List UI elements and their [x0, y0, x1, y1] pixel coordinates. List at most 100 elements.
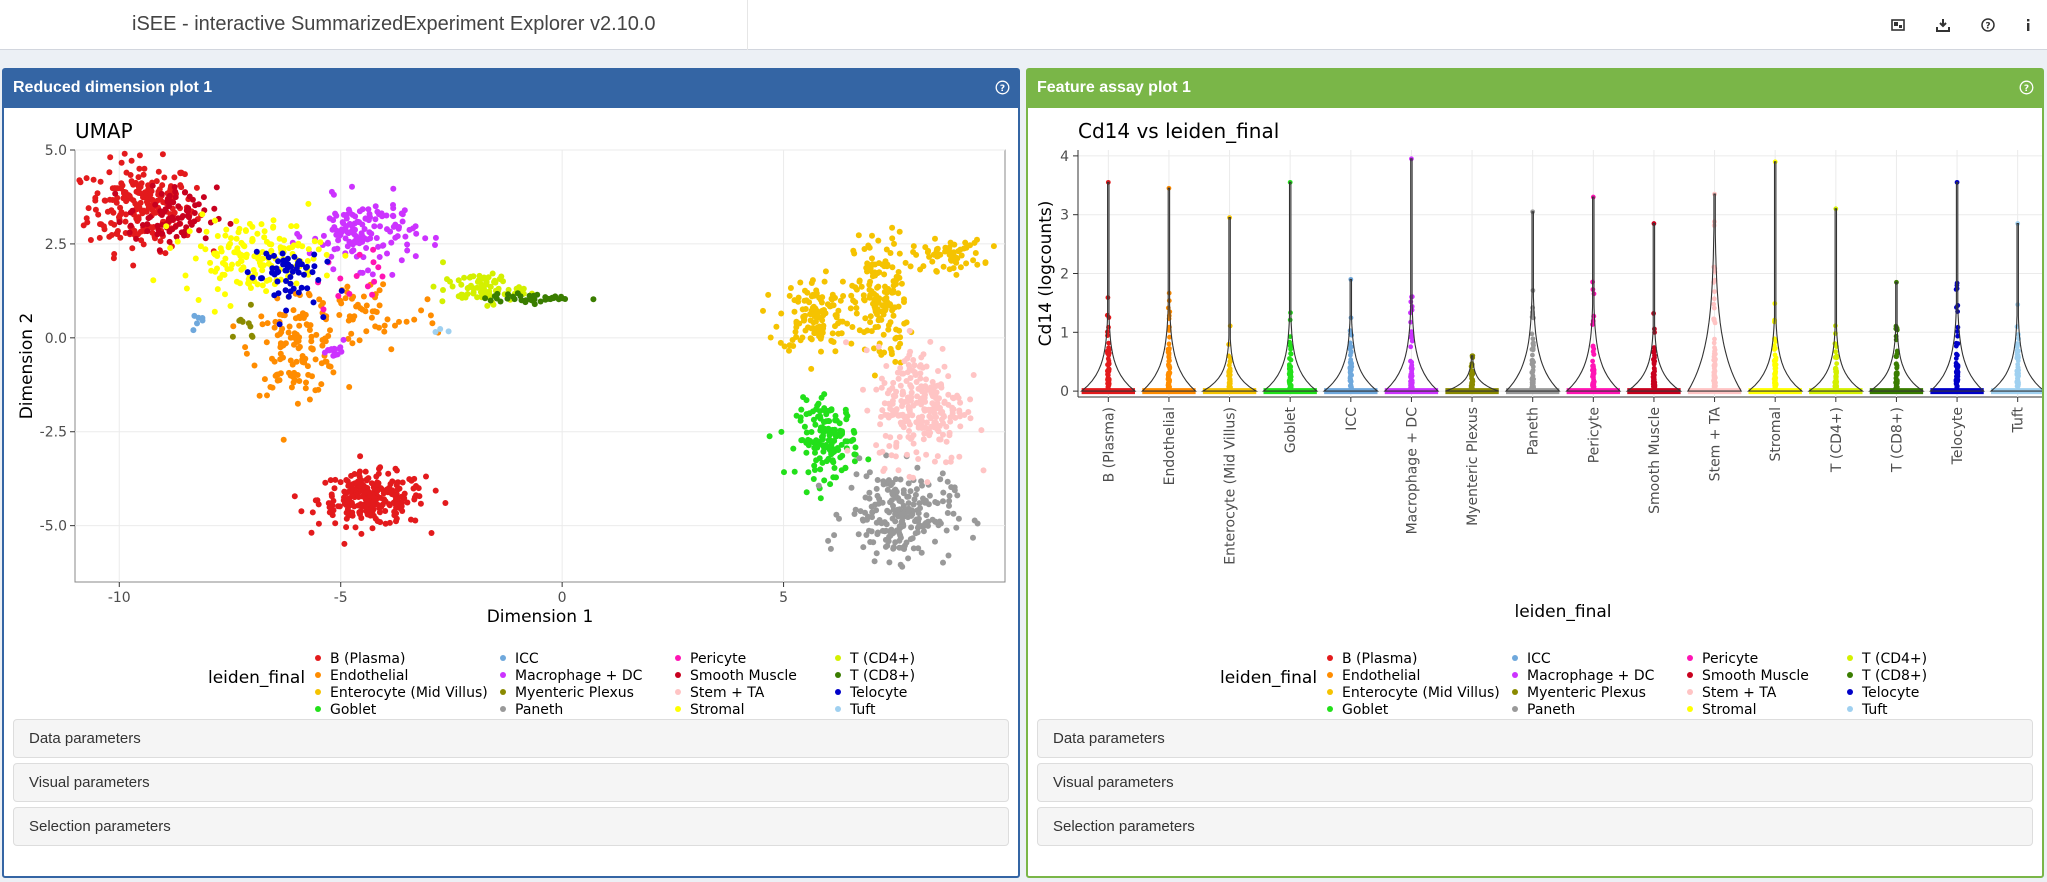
- scatter-point: [370, 259, 377, 266]
- violin-point: [1953, 363, 1959, 369]
- info-button[interactable]: [2005, 0, 2047, 50]
- question-circle-icon[interactable]: ?: [2019, 80, 2034, 95]
- scatter-point: [848, 292, 855, 299]
- legend-label: ICC: [515, 651, 539, 667]
- x-tick-label: Myenteric Plexus: [1465, 407, 1481, 526]
- scatter-point: [810, 416, 817, 423]
- violin-point: [1955, 333, 1960, 339]
- scatter-point: [130, 262, 137, 269]
- scatter-point: [825, 537, 832, 544]
- scatter-point: [355, 235, 362, 242]
- scatter-point: [516, 284, 522, 291]
- scatter-point: [970, 534, 976, 541]
- legend-label: Enterocyte (Mid Villus): [1342, 685, 1500, 701]
- scatter-point: [828, 338, 835, 345]
- legend-key-8: [675, 655, 681, 661]
- scatter-point: [264, 320, 271, 327]
- scatter-point: [423, 473, 429, 480]
- scatter-point: [945, 552, 952, 559]
- scatter-point: [953, 271, 960, 278]
- legend-title: leiden_final: [1220, 668, 1317, 688]
- scatter-point: [116, 214, 122, 221]
- scatter-point: [897, 476, 904, 483]
- scatter-point: [955, 515, 962, 522]
- scatter-point: [202, 235, 209, 242]
- legend-label: Paneth: [515, 702, 563, 718]
- violin-point: [1591, 379, 1596, 385]
- scatter-point: [372, 203, 379, 210]
- violin-shape: [1504, 211, 1561, 392]
- umap-plot[interactable]: -10 -5 0 5 5.0 2.5 0.0 -2.5 -5.0 UMAP Dimension 1 D…: [4, 108, 1018, 780]
- data-parameters-accordion[interactable]: Data parameters: [13, 719, 1009, 758]
- x-axis-title: Dimension 1: [487, 607, 594, 627]
- scatter-point: [817, 424, 824, 431]
- violin-point: [1166, 371, 1171, 377]
- scatter-point: [820, 448, 827, 455]
- scatter-point: [263, 277, 270, 284]
- legend-label: Macrophage + DC: [515, 668, 643, 684]
- scatter-point: [947, 418, 954, 425]
- scatter-point: [394, 486, 401, 493]
- scatter-point: [404, 247, 411, 254]
- scatter-point: [933, 268, 940, 274]
- scatter-point: [853, 310, 860, 317]
- x-tick-label: 0: [558, 590, 567, 606]
- scatter-point: [934, 382, 941, 389]
- scatter-point: [836, 420, 843, 427]
- scatter-point: [356, 337, 363, 344]
- help-tour-button[interactable]: ?: [1965, 0, 2010, 50]
- scatter-point: [289, 268, 296, 275]
- scatter-point: [304, 285, 311, 292]
- scatter-point: [295, 289, 302, 296]
- scatter-point: [941, 363, 948, 370]
- legend-key-14: [1847, 689, 1853, 695]
- scatter-point: [946, 492, 953, 499]
- scatter-point: [839, 429, 845, 436]
- scatter-point: [219, 260, 226, 266]
- visual-parameters-accordion[interactable]: Visual parameters: [1037, 763, 2033, 802]
- download-button[interactable]: [1920, 0, 1965, 50]
- visual-parameters-accordion[interactable]: Visual parameters: [13, 763, 1009, 802]
- scatter-point: [486, 288, 493, 295]
- scatter-point: [962, 239, 969, 246]
- scatter-point: [807, 317, 814, 324]
- scatter-point: [110, 209, 117, 216]
- legend-key-2: [1327, 689, 1333, 695]
- scatter-point: [346, 220, 353, 227]
- scatter-point: [484, 302, 491, 309]
- scatter-point: [937, 409, 944, 416]
- scatter-point: [903, 319, 910, 326]
- scatter-point: [343, 515, 350, 522]
- scatter-point: [956, 453, 963, 460]
- scatter-point: [382, 508, 389, 514]
- data-parameters-accordion[interactable]: Data parameters: [1037, 719, 2033, 758]
- violin-shape: [1262, 181, 1319, 392]
- selection-parameters-accordion[interactable]: Selection parameters: [13, 807, 1009, 846]
- violin-point: [1650, 378, 1656, 384]
- scatter-point: [357, 511, 363, 518]
- scatter-point: [811, 467, 818, 473]
- scatter-point: [97, 178, 104, 185]
- scatter-point: [90, 176, 97, 183]
- scatter-point: [905, 507, 912, 514]
- scatter-point: [303, 264, 309, 271]
- violin-point: [1227, 376, 1232, 382]
- scatter-point: [92, 206, 99, 213]
- question-circle-icon[interactable]: ?: [995, 80, 1010, 95]
- scatter-point: [497, 298, 504, 305]
- scatter-point: [920, 528, 927, 535]
- organize-panels-button[interactable]: [1875, 0, 1920, 50]
- selection-parameters-accordion[interactable]: Selection parameters: [1037, 807, 2033, 846]
- scatter-point: [317, 239, 324, 246]
- violin-point: [1711, 305, 1717, 311]
- scatter-point: [898, 412, 905, 419]
- scatter-point: [860, 386, 866, 393]
- scatter-point: [856, 455, 863, 462]
- scatter-point: [852, 299, 859, 306]
- scatter-point: [884, 390, 891, 397]
- question-circle-icon: ?: [1980, 18, 1995, 32]
- scatter-point: [893, 527, 900, 534]
- scatter-point: [852, 506, 859, 513]
- scatter-point: [374, 479, 381, 486]
